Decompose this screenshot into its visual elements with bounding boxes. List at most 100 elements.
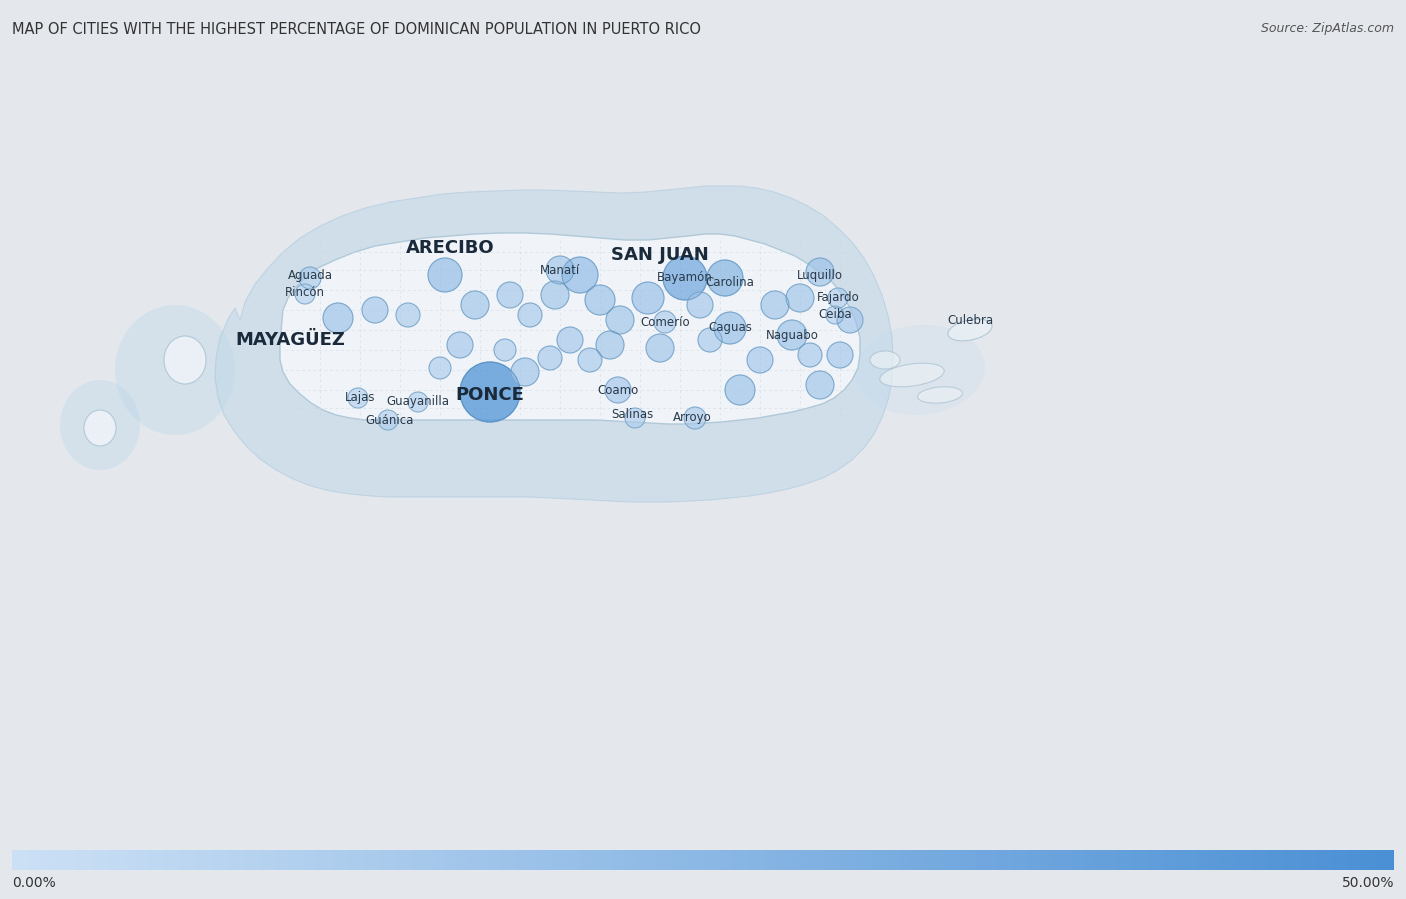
Bar [371, 850, 374, 870]
Bar [655, 850, 658, 870]
Bar [534, 850, 537, 870]
Bar [1361, 850, 1364, 870]
Text: Source: ZipAtlas.com: Source: ZipAtlas.com [1261, 22, 1393, 35]
Bar [924, 850, 927, 870]
Text: Guánica: Guánica [366, 414, 415, 426]
Bar [52, 850, 55, 870]
Bar [1121, 850, 1123, 870]
Bar [1226, 850, 1229, 870]
Bar [804, 850, 807, 870]
Text: Culebra: Culebra [946, 314, 993, 326]
Bar [1021, 850, 1024, 870]
Bar [637, 850, 640, 870]
Text: PONCE: PONCE [456, 386, 524, 404]
Text: Bayamón: Bayamón [657, 271, 713, 284]
Bar [681, 850, 683, 870]
Bar [1272, 850, 1275, 870]
Bar [186, 850, 188, 870]
Bar [1185, 850, 1188, 870]
Bar [128, 850, 131, 870]
Bar [517, 850, 520, 870]
Bar [444, 850, 447, 870]
Bar [737, 850, 740, 870]
Bar [17, 850, 20, 870]
Bar [907, 850, 910, 870]
Circle shape [578, 348, 602, 372]
Circle shape [429, 357, 451, 379]
Circle shape [761, 291, 789, 319]
Bar [464, 850, 467, 870]
Bar [491, 850, 494, 870]
Bar [291, 850, 294, 870]
Bar [828, 850, 831, 870]
Bar [488, 850, 491, 870]
Text: Manatí: Manatí [540, 263, 581, 277]
Bar [482, 850, 485, 870]
Bar [889, 850, 891, 870]
Circle shape [323, 303, 353, 333]
Bar [1191, 850, 1194, 870]
Bar [201, 850, 204, 870]
Bar [567, 850, 569, 870]
Bar [1331, 850, 1334, 870]
Bar [578, 850, 579, 870]
Circle shape [517, 303, 541, 327]
Bar [333, 850, 336, 870]
Bar [112, 850, 115, 870]
Bar [786, 850, 789, 870]
Bar [1147, 850, 1150, 870]
Bar [204, 850, 207, 870]
Circle shape [494, 339, 516, 361]
Bar [929, 850, 932, 870]
Bar [437, 850, 439, 870]
Bar [28, 850, 31, 870]
Bar [1337, 850, 1340, 870]
Bar [897, 850, 898, 870]
Circle shape [707, 260, 742, 296]
Circle shape [460, 362, 520, 422]
Bar [934, 850, 936, 870]
Circle shape [361, 297, 388, 323]
Bar [236, 850, 239, 870]
Bar [1256, 850, 1258, 870]
Bar [377, 850, 380, 870]
Bar [69, 850, 72, 870]
Bar [450, 850, 453, 870]
Bar [1137, 850, 1140, 870]
Circle shape [645, 334, 673, 362]
Bar [543, 850, 544, 870]
Bar [704, 850, 707, 870]
Bar [45, 850, 48, 870]
Bar [745, 850, 748, 870]
Bar [610, 850, 613, 870]
Bar [1258, 850, 1261, 870]
Bar [72, 850, 75, 870]
Bar [742, 850, 745, 870]
Bar [212, 850, 215, 870]
Bar [1264, 850, 1267, 870]
Bar [1378, 850, 1381, 870]
Bar [118, 850, 120, 870]
Bar [540, 850, 543, 870]
Bar [120, 850, 122, 870]
Bar [1004, 850, 1007, 870]
Text: Ceiba: Ceiba [818, 308, 852, 322]
Text: MAP OF CITIES WITH THE HIGHEST PERCENTAGE OF DOMINICAN POPULATION IN PUERTO RICO: MAP OF CITIES WITH THE HIGHEST PERCENTAG… [13, 22, 702, 37]
Bar [188, 850, 190, 870]
Bar [531, 850, 534, 870]
Bar [368, 850, 371, 870]
Circle shape [778, 320, 807, 350]
Bar [1070, 850, 1073, 870]
Bar [991, 850, 994, 870]
Bar [350, 850, 353, 870]
Bar [505, 850, 508, 870]
Bar [96, 850, 98, 870]
Bar [561, 850, 564, 870]
Bar [1175, 850, 1178, 870]
Bar [602, 850, 605, 870]
Bar [685, 850, 688, 870]
Bar [1015, 850, 1018, 870]
Circle shape [606, 306, 634, 334]
Bar [1032, 850, 1035, 870]
Circle shape [786, 284, 814, 312]
